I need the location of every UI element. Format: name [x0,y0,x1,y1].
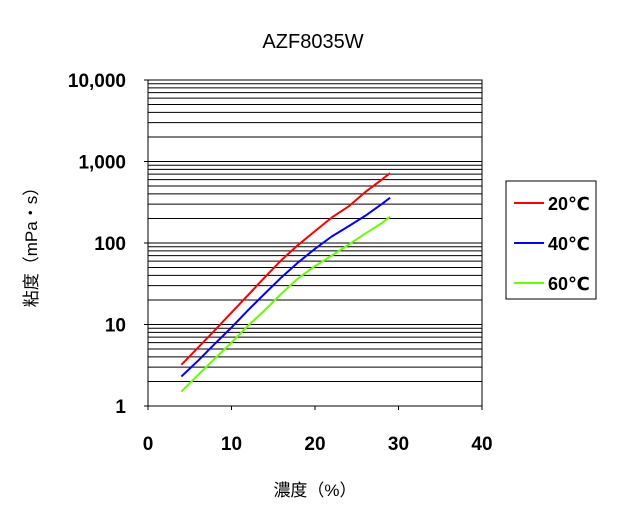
x-tick-label: 10 [221,434,242,455]
y-axis-ticks: 1 10 100 1,000 10,000 [68,71,148,418]
x-tick-label: 30 [388,434,409,455]
series-line-1 [180,172,391,366]
chart-title: AZF8035W [262,31,363,53]
x-tick-label: 0 [143,434,154,455]
y-tick-label: 10 [105,316,126,337]
y-tick-label: 10,000 [68,71,126,92]
legend-label-2: 40℃ [548,234,590,254]
y-tick-label: 1,000 [78,153,126,174]
series-line-3 [180,215,391,393]
x-axis-label: 濃度（%） [273,481,356,500]
legend: 20℃ 40℃ 60℃ [505,180,597,300]
legend-label-1: 20℃ [548,194,590,214]
x-axis-ticks: 0 10 20 30 40 [143,406,493,455]
y-axis-label: 粘度（mPa・s） [22,179,41,307]
x-tick-label: 40 [471,434,492,455]
x-tick-label: 20 [304,434,325,455]
series-line-2 [180,196,391,378]
series-lines [180,172,391,393]
y-tick-label: 100 [94,234,126,255]
legend-label-3: 60℃ [548,274,590,294]
y-tick-label: 1 [115,397,126,418]
minor-gridlines [148,83,482,382]
legend-box [505,180,597,300]
